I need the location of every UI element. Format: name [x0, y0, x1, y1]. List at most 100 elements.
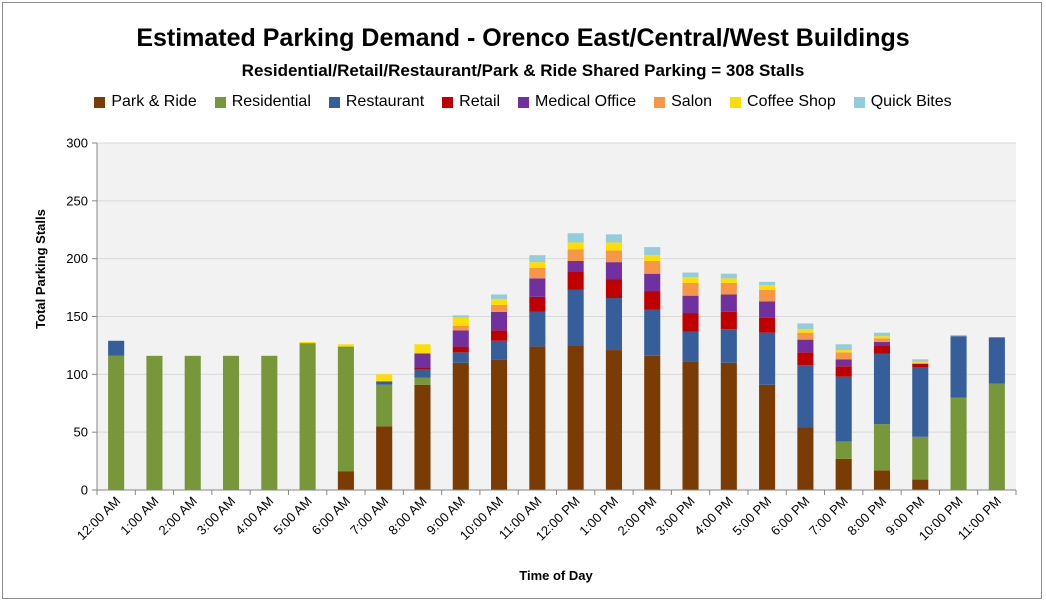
- legend: Park & Ride Residential Restaurant Retail Me…: [0, 93, 1046, 111]
- bar-segment: [605, 350, 622, 490]
- legend-swatch: [853, 96, 865, 108]
- x-tick-label: 5:00 AM: [270, 494, 314, 538]
- x-tick-label: 6:00 AM: [309, 494, 353, 538]
- x-tick-label: 1:00 PM: [576, 494, 621, 539]
- bar-segment: [644, 291, 661, 310]
- bar-segment: [835, 441, 852, 459]
- bar-segment: [491, 294, 508, 300]
- bar-segment: [452, 362, 469, 490]
- bar-segment: [950, 397, 967, 490]
- bar-segment: [873, 341, 891, 346]
- bar-segment: [682, 295, 699, 314]
- y-tick-label: 250: [66, 193, 88, 208]
- x-tick-label: 4:00 PM: [691, 494, 736, 539]
- bars: [108, 233, 1005, 490]
- bar-segment: [759, 285, 776, 290]
- bar-segment: [567, 233, 584, 243]
- legend-swatch: [654, 96, 666, 108]
- bar-segment: [529, 255, 546, 263]
- bar-segment: [567, 242, 584, 250]
- bar-segment: [529, 262, 546, 268]
- bar-segment: [720, 311, 737, 330]
- bar-segment: [376, 426, 393, 490]
- bar-segment: [108, 355, 125, 490]
- legend-item: Salon: [654, 93, 712, 111]
- legend-swatch: [94, 96, 106, 108]
- bar-segment: [797, 365, 814, 428]
- bar-segment: [567, 271, 584, 290]
- bar-segment: [682, 277, 699, 283]
- legend-item: Residential: [214, 93, 311, 111]
- bar-segment: [644, 355, 661, 490]
- bar-segment: [567, 345, 584, 490]
- bar-segment: [452, 330, 469, 347]
- bar-segment: [835, 350, 852, 353]
- legend-swatch: [518, 96, 530, 108]
- bar-segment: [491, 311, 508, 331]
- bar-segment: [414, 344, 431, 354]
- bar-segment: [529, 278, 546, 297]
- legend-swatch: [214, 96, 226, 108]
- bar-segment: [873, 424, 891, 471]
- y-tick-label: 150: [66, 309, 88, 324]
- legend-item: Medical Office: [518, 93, 636, 111]
- bar-segment: [873, 353, 891, 425]
- bar-segment: [222, 355, 240, 490]
- bar-segment: [797, 329, 814, 333]
- bar-segment: [605, 297, 622, 351]
- bar-segment: [835, 352, 852, 360]
- bar-segment: [950, 335, 967, 337]
- legend-label: Coffee Shop: [747, 93, 836, 110]
- bar-segment: [376, 381, 393, 385]
- legend-label: Residential: [231, 93, 311, 110]
- bar-segment: [605, 262, 622, 280]
- legend-label: Medical Office: [535, 93, 637, 110]
- bar-segment: [835, 344, 852, 351]
- x-tick-label: 7:00 AM: [347, 494, 391, 538]
- bar-segment: [759, 317, 776, 333]
- bar-segment: [682, 282, 699, 296]
- x-axis-title: Time of Day: [519, 568, 593, 583]
- bar-segment: [873, 332, 891, 337]
- bar-segment: [720, 362, 737, 490]
- bar-segment: [720, 329, 737, 363]
- y-axis-title: Total Parking Stalls: [33, 209, 48, 329]
- legend-item: Quick Bites: [853, 93, 952, 111]
- bar-segment: [912, 479, 929, 490]
- bar-segment: [682, 272, 699, 278]
- bar-segment: [414, 384, 431, 490]
- bar-segment: [337, 344, 354, 347]
- legend-item: Coffee Shop: [730, 93, 836, 111]
- x-tick-label: 4:00 AM: [232, 494, 276, 538]
- legend-item: Retail: [442, 93, 500, 111]
- bar-segment: [529, 296, 546, 312]
- bar-segment: [567, 260, 584, 272]
- bar-segment: [491, 359, 508, 490]
- bar-segment: [261, 355, 278, 490]
- bar-segment: [605, 234, 622, 243]
- bar-segment: [491, 304, 508, 312]
- bar-segment: [720, 294, 737, 312]
- x-tick-label: 3:00 AM: [194, 494, 238, 538]
- bar-segment: [797, 339, 814, 353]
- y-tick-label: 0: [81, 483, 88, 498]
- bar-segment: [682, 331, 699, 362]
- bar-segment: [720, 273, 737, 279]
- x-tick-label: 2:00 PM: [615, 494, 660, 539]
- bar-segment: [337, 471, 354, 490]
- bar-segment: [759, 281, 776, 286]
- bar-segment: [644, 260, 661, 274]
- legend-label: Restaurant: [345, 93, 425, 110]
- legend-swatch: [328, 96, 340, 108]
- bar-segment: [414, 367, 431, 370]
- bar-segment: [873, 338, 891, 342]
- legend-label: Salon: [671, 93, 713, 110]
- x-tick-label: 6:00 PM: [768, 494, 813, 539]
- x-tick-label: 1:00 AM: [117, 494, 161, 538]
- x-tick-label: 2:00 AM: [156, 494, 200, 538]
- bar-segment: [797, 323, 814, 330]
- y-tick-label: 200: [66, 251, 88, 266]
- bar-segment: [720, 282, 737, 295]
- x-tick-label: 8:00 PM: [844, 494, 889, 539]
- legend-label: Park & Ride: [111, 93, 197, 110]
